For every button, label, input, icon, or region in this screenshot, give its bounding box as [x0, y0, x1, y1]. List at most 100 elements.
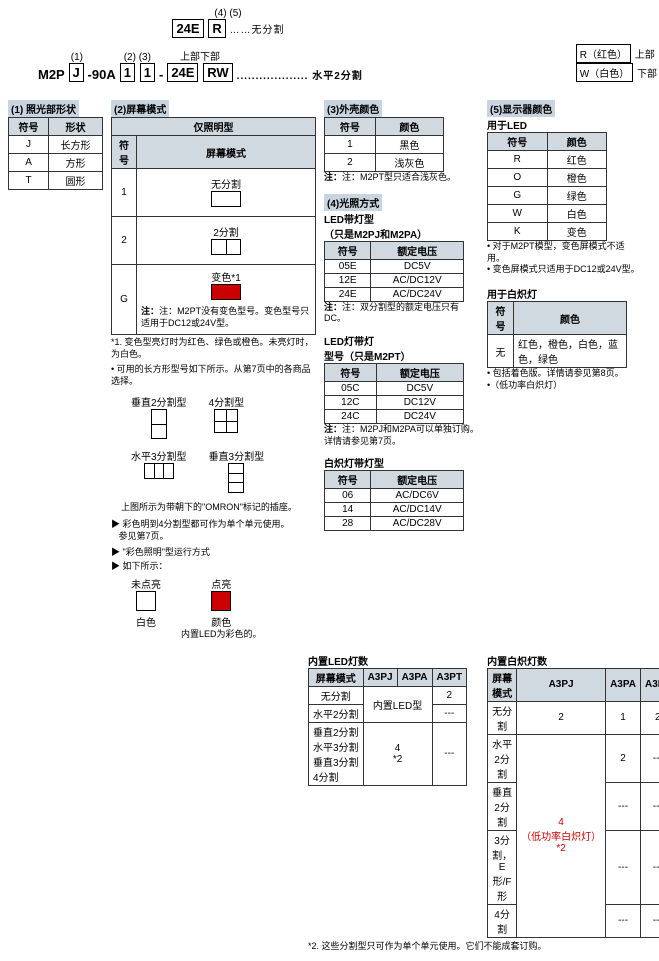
cell: --- [432, 722, 467, 785]
cell: 屏幕模式 [137, 136, 316, 169]
sec4-led-table: 符号额定电压 05EDC5V 12EAC/DC12V 24EAC/DC24V [324, 241, 464, 302]
txt: LED带灯型 [324, 211, 479, 226]
cell: --- [606, 782, 641, 830]
label-45: (4) (5) [214, 8, 241, 19]
cell: 颜色 [547, 133, 607, 151]
cell: A [9, 154, 49, 172]
cell: 14 [325, 503, 371, 517]
cell: 屏幕模式 [309, 668, 364, 686]
cell: --- [606, 904, 641, 937]
cell: T [9, 172, 49, 190]
cell: O [488, 169, 548, 187]
sec4-incan-table: 符号额定电压 06AC/DC6V 14AC/DC14V 28AC/DC28V [324, 470, 464, 531]
sec3-note: 注：注：M2PT型只适合浅灰色。 [324, 172, 479, 184]
txt: • 对于M2PT模型，变色屏模式不适用。 [487, 241, 642, 264]
cell: 符号 [325, 241, 371, 259]
inner-incan: 内置白炽灯数 屏幕模式A3PJA3PAA3PT 无分割212 水平2分割4 （低… [487, 653, 659, 938]
sec1-title: (1) 照光部形状 [8, 100, 79, 117]
inner-led-table: 屏幕模式A3PJA3PAA3PT 无分割内置LED型2 水平2分割--- 垂直2… [308, 668, 467, 786]
legend-r: R（红色） [576, 44, 631, 63]
legend-w: W（白色） [576, 63, 633, 82]
cell: 2 [432, 686, 467, 704]
cell: 12E [325, 273, 371, 287]
cell: 白色 [547, 205, 607, 223]
txt: 变色*1 [211, 273, 240, 284]
cell: 06 [325, 489, 371, 503]
code-rw: RW [203, 63, 232, 82]
cell: 05C [325, 382, 377, 396]
txt: 注：M2PT没有变色型号。变色型号只适用于DC12或24V型。 [141, 306, 309, 328]
b4: ▶ 如下所示： [111, 561, 316, 573]
cell: --- [641, 830, 659, 904]
cell: 额定电压 [371, 471, 464, 489]
sec2-sub: 仅照明型 [112, 118, 316, 136]
cell: 变色 [547, 223, 607, 241]
cell: DC24V [376, 410, 463, 424]
cell: 无分割 [309, 686, 364, 704]
txt: LED灯带灯 [324, 333, 479, 348]
cell: 无分割 [137, 169, 316, 217]
code-24e-2: 24E [167, 63, 198, 82]
legend-r-note: 上部 [635, 50, 655, 61]
cell: 符号 [488, 302, 514, 335]
txt: 可用的长方形型号如下所示。从第7页中的各商品选择。 [111, 364, 311, 386]
txt: 垂直2分割型 [131, 394, 187, 409]
cell: 28 [325, 517, 371, 531]
txt: 内置LED灯数 [308, 653, 467, 668]
dots-h2: ................... 水平2分割 [237, 67, 363, 82]
cell: 符号 [325, 118, 376, 136]
cell: 红色 [547, 151, 607, 169]
sec4-title: (4)光照方式 [324, 194, 382, 211]
inner-led: 内置LED灯数 屏幕模式A3PJA3PAA3PT 无分割内置LED型2 水平2分… [308, 653, 467, 938]
label-upper-lower: 上部下部 [166, 48, 233, 63]
cell: 1 [325, 136, 376, 154]
sec4-lamp-note: 注：注：M2PJ和M2PA可以单独订购。详情请参见第7页。 [324, 424, 479, 447]
code-r: R [208, 19, 225, 38]
dash90a: -90A [88, 67, 116, 82]
cell: A3PJ [363, 668, 397, 686]
cell: AC/DC28V [371, 517, 464, 531]
txt: 注：双分割型的额定电压只有DC。 [324, 302, 459, 324]
cell: 3分割，E形/F形 [488, 830, 517, 904]
cell: A3PJ [517, 668, 606, 701]
icon [136, 591, 156, 611]
cell: 2 [606, 734, 641, 782]
cell: 绿色 [547, 187, 607, 205]
txt: （只是M2PJ和M2PA） [324, 226, 479, 241]
cell: 颜色 [514, 302, 627, 335]
cell: 2 [641, 701, 659, 734]
inner-incan-table: 屏幕模式A3PJA3PAA3PT 无分割212 水平2分割4 （低功率白炽灯） … [487, 668, 659, 938]
txt: 白色 [136, 618, 156, 629]
cell: 12C [325, 396, 377, 410]
cell: G [488, 187, 548, 205]
sec1-h1: 符号 [9, 118, 49, 136]
sec1-h2: 形状 [49, 118, 103, 136]
cell: 4 *2 [363, 722, 432, 785]
sec2-title: (2)屏幕模式 [111, 100, 169, 117]
cell: --- [641, 734, 659, 782]
txt: 4 *2 [393, 743, 402, 765]
cell: R [488, 151, 548, 169]
label-23: (2) (3) [119, 52, 156, 63]
txt: 无分割 [211, 180, 241, 191]
cell: 垂直2分割 [488, 782, 517, 830]
cell: 符号 [325, 471, 371, 489]
dots-no-split: ……无分割 [230, 25, 285, 36]
txt: 垂直3分割型 [209, 448, 265, 463]
shape-rect-icon [211, 191, 241, 207]
cell: DC5V [376, 382, 463, 396]
cell: K [488, 223, 548, 241]
txt: 2分割 [213, 228, 239, 239]
cell: 4 （低功率白炽灯） *2 [517, 734, 606, 937]
txt: • 变色屏模式只适用于DC12或24V型。 [487, 264, 642, 276]
cell: 24C [325, 410, 377, 424]
omron: 上图所示为带朝下的"OMRON"标记的插座。 [121, 502, 316, 514]
icon [144, 463, 174, 479]
cell: A3PA [397, 668, 432, 686]
cell: 2 [517, 701, 606, 734]
cell: 水平2分割 [488, 734, 517, 782]
cell: --- [432, 704, 467, 722]
txt: 未点亮 [131, 576, 161, 591]
cell: 红色，橙色，白色，蓝色，绿色 [514, 335, 627, 368]
cell: W [488, 205, 548, 223]
